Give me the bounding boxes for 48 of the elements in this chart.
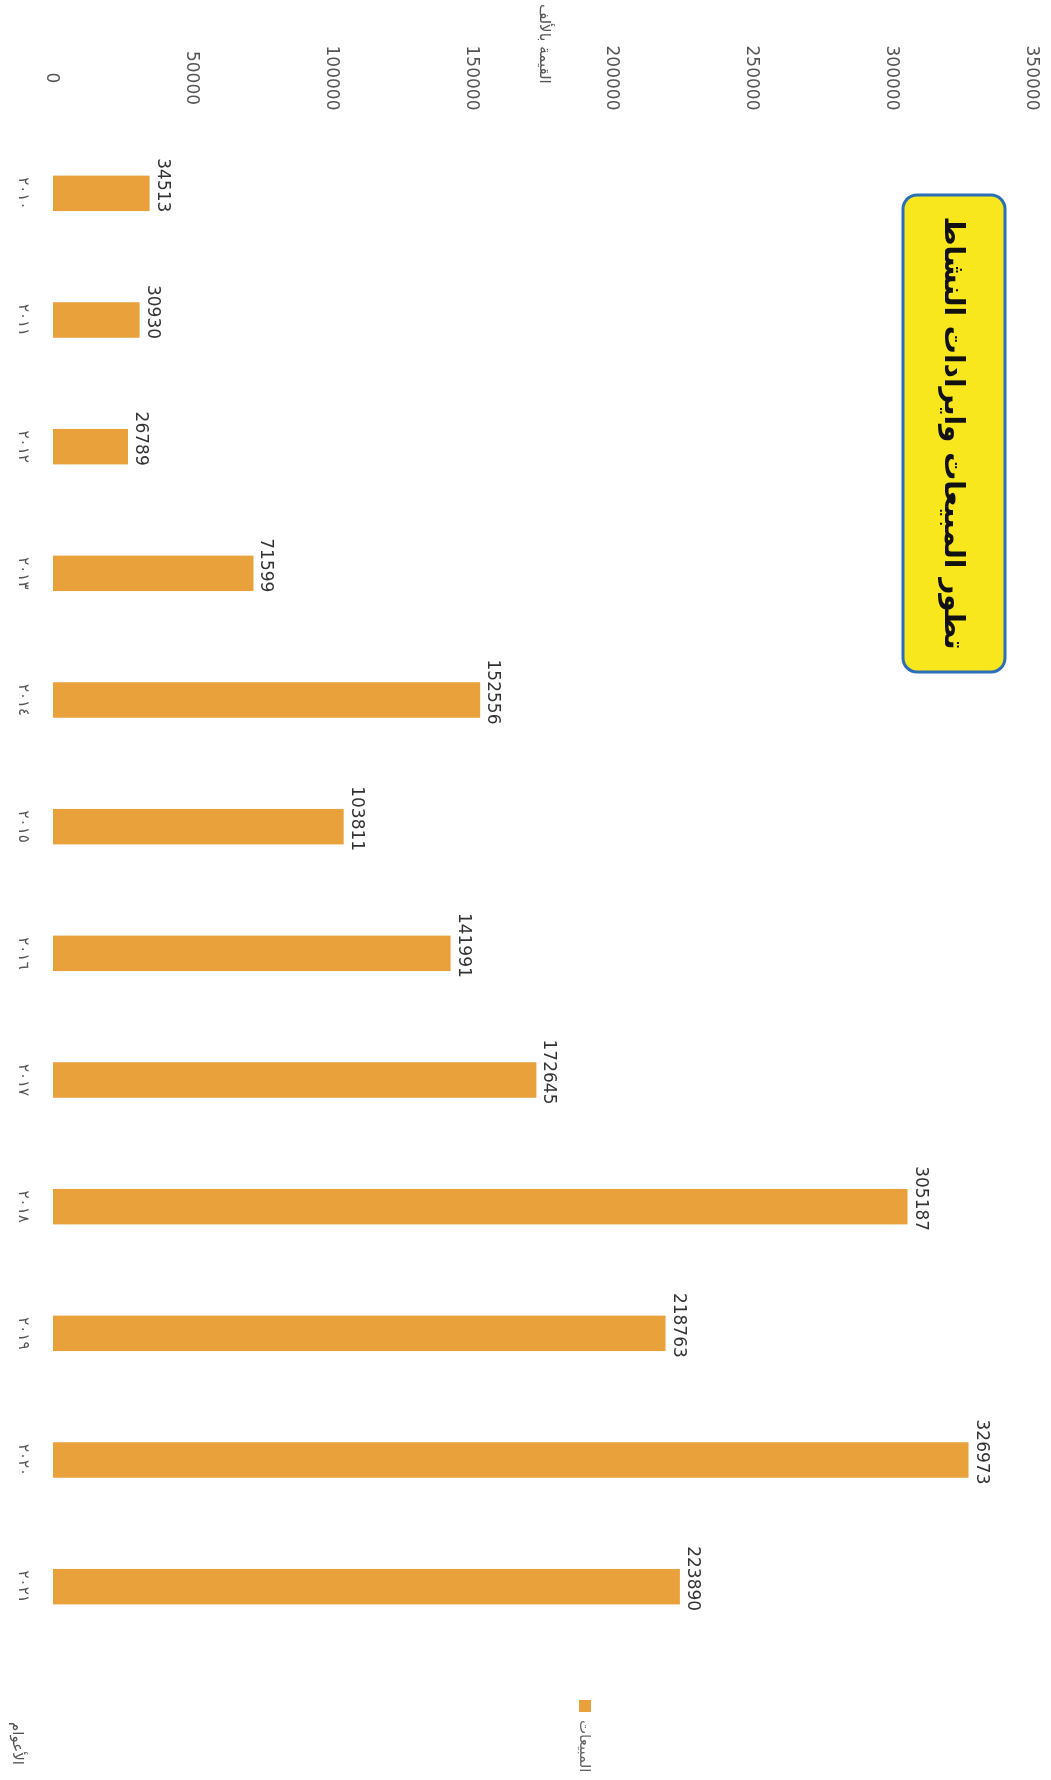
y-tick-label: ٢٠١٨ <box>15 1190 33 1223</box>
data-label: 305187 <box>911 1166 932 1232</box>
x-tick-label: 350000 <box>1023 45 1043 111</box>
y-tick-label: ٢٠١٤ <box>15 683 33 717</box>
y-tick-label: ٢٠٢١ <box>15 1570 33 1603</box>
bar <box>53 935 451 972</box>
data-label: 326973 <box>972 1419 993 1485</box>
bar <box>53 1568 680 1605</box>
data-label: 152556 <box>484 659 505 725</box>
bar <box>53 428 129 465</box>
data-label: 103811 <box>347 786 368 852</box>
bar <box>53 1062 537 1098</box>
y-tick-label: ٢٠١١ <box>15 303 33 337</box>
bar <box>53 302 140 338</box>
text: القيمة بالألف <box>536 4 555 84</box>
data-label: 34513 <box>153 158 174 213</box>
data-label: 218763 <box>669 1292 690 1358</box>
x-tick-label: 250000 <box>743 45 763 111</box>
bar <box>53 175 150 212</box>
bar <box>53 1442 969 1478</box>
data-label: 26789 <box>132 411 153 466</box>
bar <box>53 555 254 592</box>
data-label: 223890 <box>683 1546 704 1612</box>
data-label: 141991 <box>454 912 475 978</box>
y-tick-label: ٢٠١٢ <box>15 430 33 463</box>
text: الأعوام <box>9 1722 28 1765</box>
y-tick-label: ٢٠١٦ <box>15 937 33 970</box>
bar <box>53 808 344 845</box>
y-tick-label: ٢٠١٠ <box>15 177 33 210</box>
x-tick-label: 150000 <box>463 45 483 111</box>
data-label: 71599 <box>257 538 278 593</box>
bar <box>53 682 481 718</box>
legend-label: المبيعات <box>576 1720 594 1773</box>
y-tick-label: ٢٠١٩ <box>15 1317 33 1350</box>
y-tick-label: ٢٠١٣ <box>15 557 33 590</box>
bar <box>53 1315 666 1352</box>
x-tick-label: 50000 <box>183 50 203 106</box>
text: تطور المبيعات وايرادات النشاط <box>937 216 971 650</box>
y-tick-label: ٢٠١٧ <box>15 1063 33 1097</box>
y-tick-label: ٢٠١٥ <box>15 810 33 843</box>
data-label: 30930 <box>143 284 164 340</box>
x-tick-label: 200000 <box>603 45 623 111</box>
y-tick-label: ٢٠٢٠ <box>15 1443 33 1477</box>
bar <box>53 1188 908 1225</box>
x-tick-label: 0 <box>43 72 63 84</box>
x-tick-label: 100000 <box>323 45 343 111</box>
x-tick-label: 300000 <box>883 45 903 111</box>
data-label: 172645 <box>540 1039 561 1105</box>
